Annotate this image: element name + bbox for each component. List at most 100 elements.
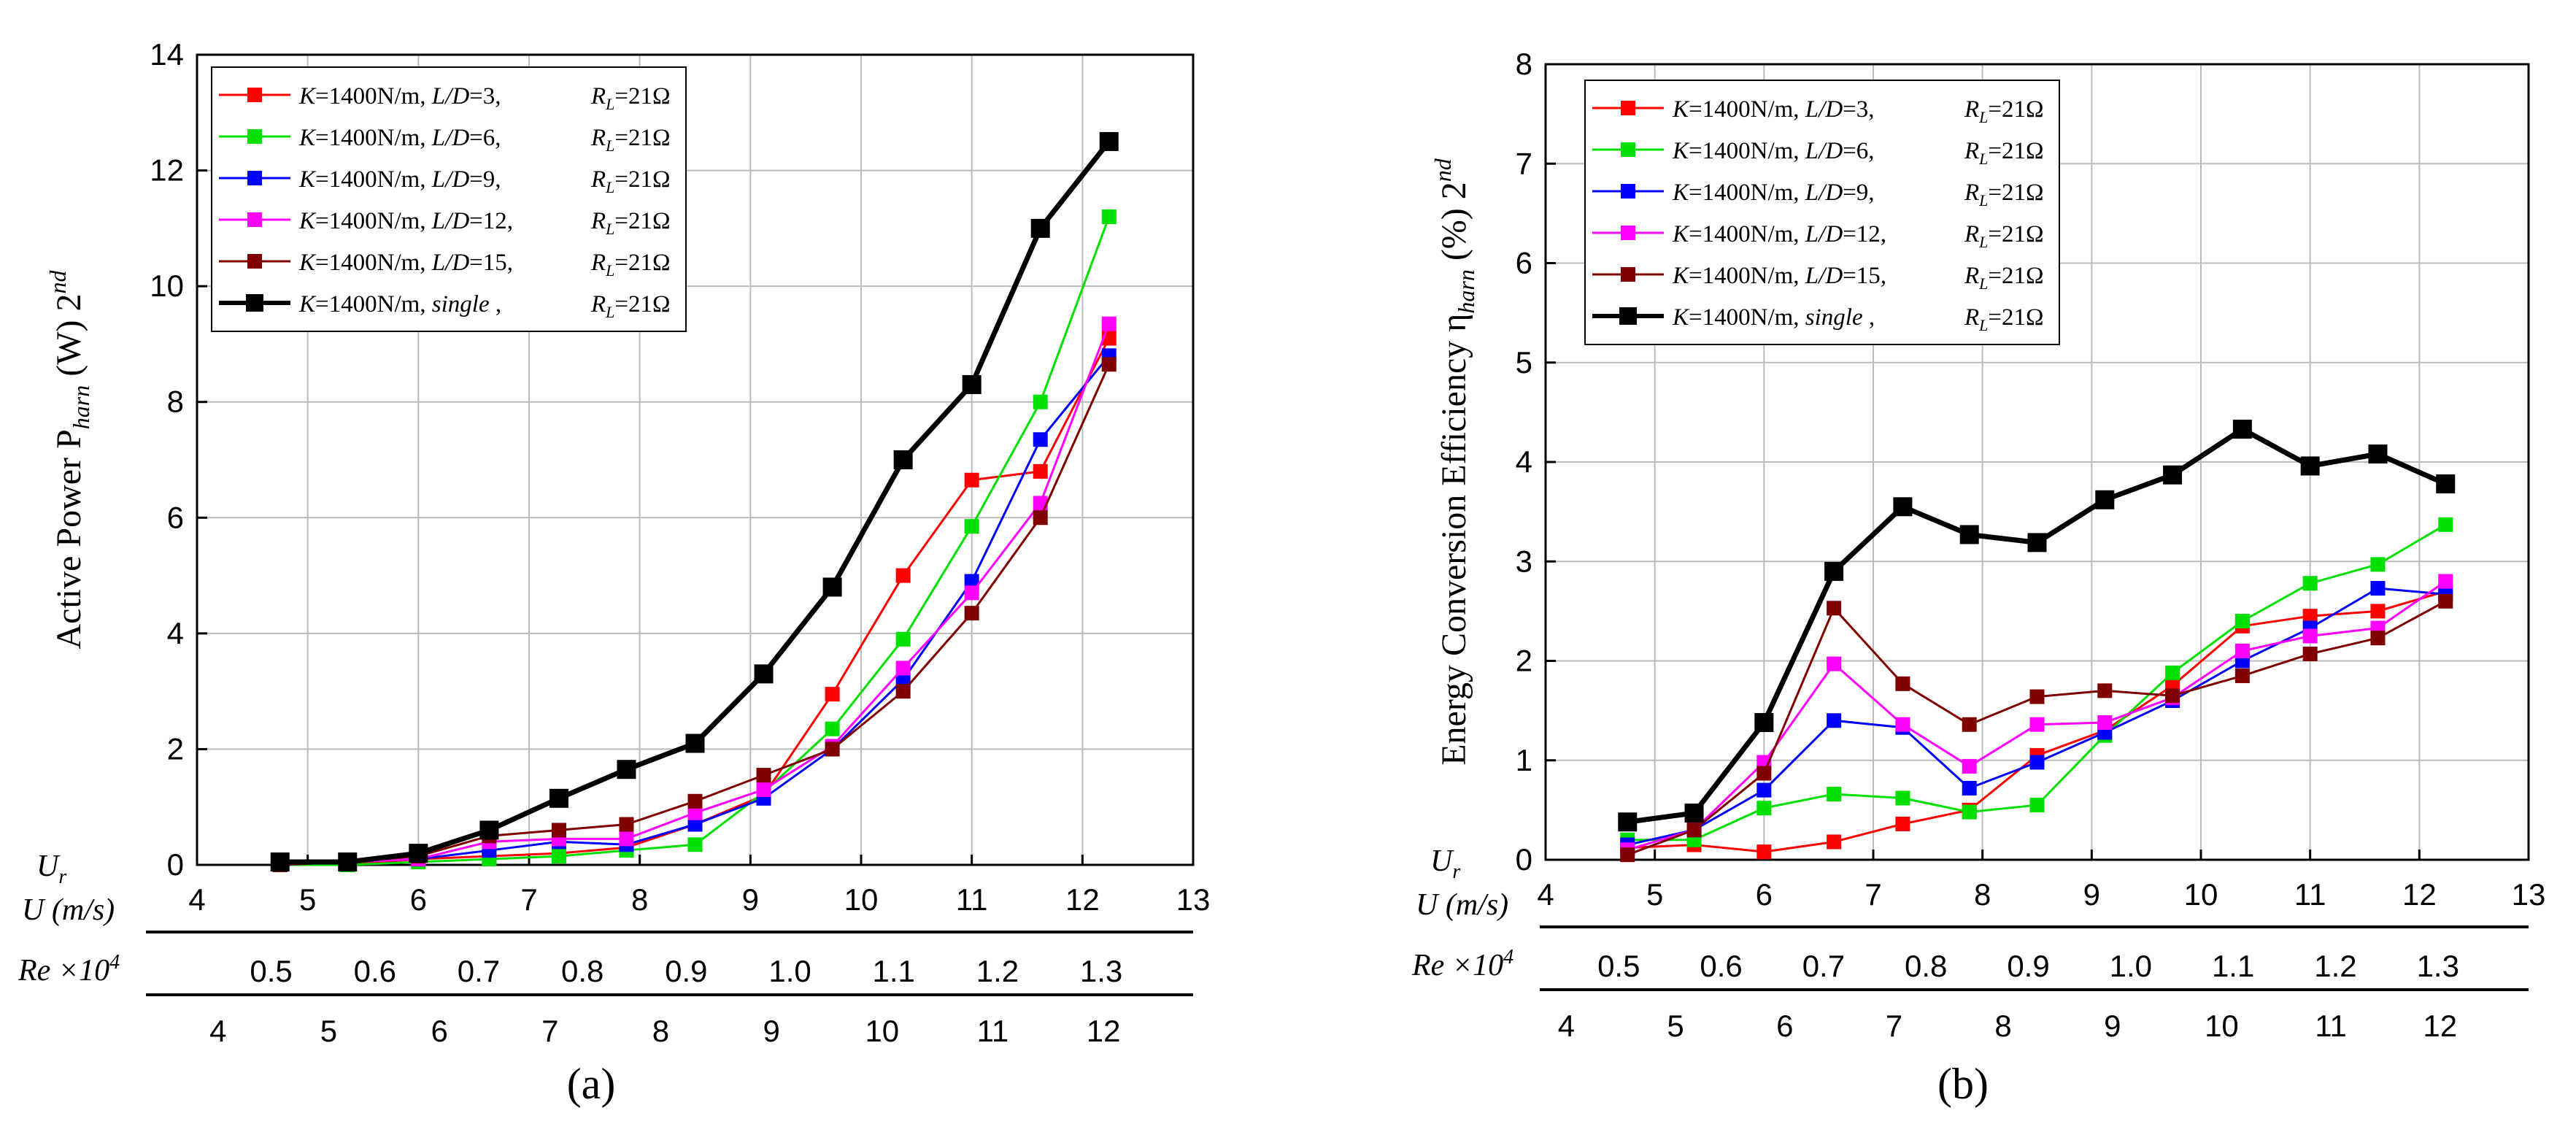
x-tick-label: 5 [299, 882, 316, 917]
legend-marker [1621, 267, 1635, 282]
data-point [756, 782, 771, 797]
data-point [1895, 790, 1910, 806]
u-axis-title: U (m/s) [22, 893, 115, 927]
y-tick-label: 10 [150, 269, 184, 303]
data-point [551, 849, 566, 864]
data-point [549, 788, 568, 808]
ur-label: Ur [1430, 844, 1460, 883]
data-point [687, 793, 703, 809]
x-tick-label: 7 [1864, 877, 1881, 912]
data-point [1959, 525, 1979, 544]
data-point [1756, 801, 1772, 816]
data-point [1618, 812, 1638, 832]
legend-label: K=1400N/m, single , RL=21Ω [298, 291, 671, 321]
data-point [2302, 576, 2318, 591]
data-point [409, 844, 428, 863]
data-point [2438, 574, 2453, 589]
x-tick-label: 11 [2294, 877, 2326, 912]
legend: K=1400N/m, L/D=3, RL=21Ω K=1400N/m, L/D=6,… [1584, 80, 2060, 345]
legend-marker [246, 294, 263, 312]
data-point [338, 852, 358, 872]
data-point [2163, 465, 2183, 485]
data-point [1101, 316, 1117, 331]
legend-marker [1619, 307, 1637, 325]
legend-box [1584, 80, 2060, 345]
u-tick-label: 0.5 [250, 954, 292, 988]
u-tick-label: 1.0 [768, 954, 811, 988]
legend-label: K=1400N/m, L/D=6, RL=21Ω [1672, 138, 2044, 168]
legend-label: K=1400N/m, L/D=15, RL=21Ω [298, 250, 671, 280]
data-point [964, 606, 979, 621]
data-point [2370, 581, 2386, 596]
re-tick-label: 6 [1776, 1009, 1793, 1043]
data-point [1827, 656, 1842, 671]
legend-label: K=1400N/m, L/D=12, RL=21Ω [298, 208, 671, 238]
x-tick-label: 12 [2402, 877, 2437, 912]
data-point [825, 721, 840, 736]
data-point [2438, 517, 2453, 532]
re-tick-label: 11 [2315, 1009, 2347, 1043]
legend-label: K=1400N/m, single , RL=21Ω [1672, 304, 2044, 334]
y-tick-label: 0 [1516, 842, 1532, 877]
subcaption: (a) [567, 1060, 616, 1108]
y-tick-label: 8 [1516, 47, 1532, 81]
u-tick-label: 0.6 [1700, 949, 1742, 983]
re-tick-label: 4 [209, 1014, 226, 1048]
legend-marker [1621, 142, 1635, 157]
data-point [1033, 432, 1048, 447]
re-axis-title: Re ×104 [18, 951, 120, 987]
series-line [279, 355, 1110, 863]
data-point [551, 823, 566, 838]
y-tick-label: 2 [167, 731, 184, 766]
data-point [2234, 668, 2250, 683]
y-tick-label: 0 [167, 847, 184, 882]
series-6 [1618, 420, 2456, 832]
legend-label: K=1400N/m, L/D=3, RL=21Ω [1672, 96, 2044, 126]
data-point [1962, 780, 1977, 796]
legend-marker [247, 254, 262, 269]
data-point [893, 450, 913, 469]
re-tick-label: 10 [2205, 1009, 2239, 1043]
data-point [270, 852, 290, 872]
series-1 [272, 331, 1117, 872]
data-point [1827, 834, 1842, 850]
u-tick-label: 1.3 [1080, 954, 1122, 988]
data-point [964, 472, 979, 488]
series-3 [272, 348, 1117, 870]
legend-label: K=1400N/m, L/D=6, RL=21Ω [298, 125, 671, 155]
x-tick-label: 5 [1646, 877, 1663, 912]
data-point [1033, 394, 1048, 409]
subcaption: (b) [1937, 1060, 1989, 1108]
series-line [279, 363, 1111, 866]
legend-marker [247, 88, 262, 102]
data-point [1756, 782, 1772, 798]
u-tick-label: 0.6 [354, 954, 396, 988]
u-tick-label: 1.1 [2212, 949, 2254, 983]
data-point [895, 568, 911, 583]
data-point [964, 585, 979, 601]
u-tick-label: 0.7 [1802, 949, 1845, 983]
re-tick-label: 11 [977, 1014, 1009, 1048]
y-tick-label: 14 [150, 37, 184, 72]
series-line [1627, 523, 2447, 842]
data-point [2029, 755, 2045, 770]
legend-marker [247, 129, 262, 144]
re-tick-label: 4 [1558, 1009, 1575, 1043]
data-point [1033, 510, 1048, 525]
data-point [2438, 593, 2453, 609]
data-point [825, 687, 840, 702]
data-point [2027, 533, 2047, 552]
legend-marker [1621, 184, 1635, 199]
data-point [1893, 497, 1913, 517]
x-tick-label: 7 [520, 882, 537, 917]
x-tick-label: 12 [1065, 882, 1100, 917]
data-point [2234, 643, 2250, 658]
legend-label: K=1400N/m, L/D=9, RL=21Ω [1672, 180, 2044, 209]
data-point [962, 374, 982, 394]
x-tick-label: 13 [1176, 882, 1211, 917]
re-tick-label: 10 [865, 1014, 899, 1048]
data-point [2097, 683, 2113, 698]
x-tick-label: 4 [1537, 877, 1554, 912]
y-tick-label: 6 [1516, 246, 1532, 280]
